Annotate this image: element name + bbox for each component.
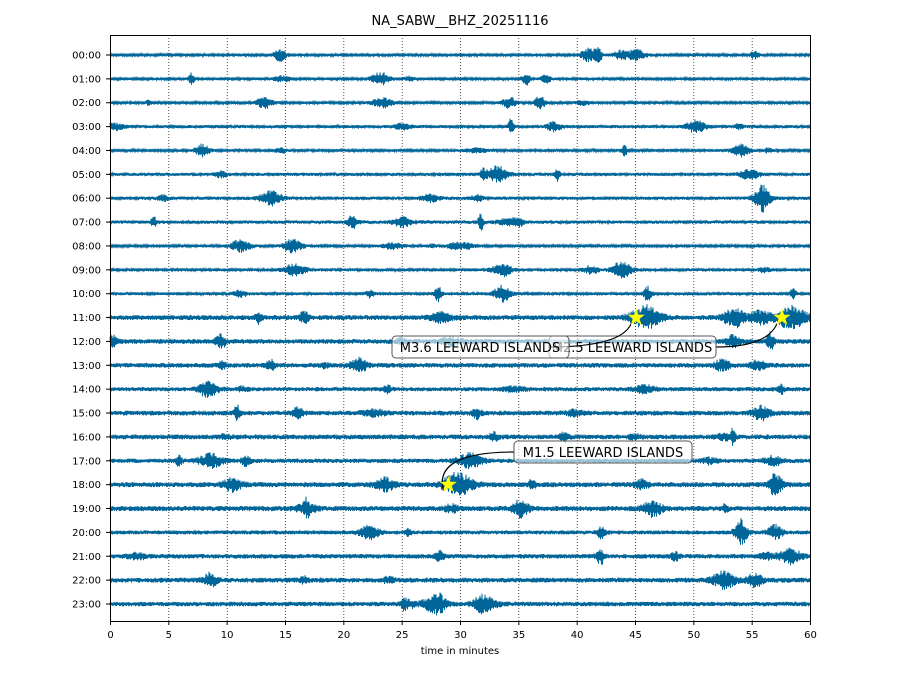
- seismic-trace: [109, 184, 811, 213]
- seismic-trace: [109, 404, 811, 422]
- seismic-trace: [109, 592, 811, 616]
- y-tick-label: 20:00: [72, 528, 101, 539]
- seismic-trace: [109, 380, 811, 398]
- seismic-trace: [109, 72, 811, 86]
- y-tick-label: 00:00: [72, 51, 101, 62]
- seismic-trace: [109, 47, 811, 63]
- event-label: M2.5 LEEWARD ISLANDS: [552, 341, 712, 356]
- event-star-marker: [439, 475, 457, 492]
- y-tick-label: 05:00: [72, 170, 101, 181]
- seismic-trace: [109, 518, 811, 545]
- seismic-trace: [109, 471, 811, 496]
- y-tick-label: 03:00: [72, 122, 101, 133]
- seismic-trace: [109, 165, 811, 183]
- y-tick-label: 14:00: [72, 385, 101, 396]
- x-tick-label: 25: [396, 630, 409, 641]
- event-star-marker: [627, 308, 645, 325]
- x-tick-label: 60: [804, 630, 817, 641]
- x-tick-label: 15: [279, 630, 292, 641]
- seismic-trace: [109, 238, 811, 254]
- y-tick-label: 17:00: [72, 456, 101, 467]
- y-tick-label: 09:00: [72, 265, 101, 276]
- y-tick-label: 12:00: [72, 337, 101, 348]
- chart-title: NA_SABW__BHZ_20251116: [371, 14, 548, 29]
- seismic-trace: [109, 118, 811, 133]
- x-tick-label: 30: [454, 630, 467, 641]
- y-tick-label: 07:00: [72, 218, 101, 229]
- x-tick-label: 35: [512, 630, 525, 641]
- y-tick-label: 23:00: [72, 600, 101, 611]
- x-tick-label: 10: [221, 630, 234, 641]
- y-tick-label: 18:00: [72, 480, 101, 491]
- seismic-trace: [109, 284, 811, 303]
- event-star-marker: [773, 308, 791, 325]
- x-tick-label: 40: [571, 630, 584, 641]
- x-tick-label: 55: [746, 630, 759, 641]
- y-tick-label: 16:00: [72, 432, 101, 443]
- seismic-trace: [109, 143, 811, 158]
- seismic-trace: [109, 570, 811, 591]
- x-tick-label: 5: [166, 630, 172, 641]
- seismic-trace: [109, 427, 811, 446]
- seismic-trace: [109, 496, 811, 519]
- y-tick-label: 21:00: [72, 552, 101, 563]
- seismic-trace: [109, 547, 811, 566]
- seismic-trace: [109, 356, 811, 372]
- annotation-box: [513, 440, 693, 464]
- seismic-trace: [109, 304, 811, 330]
- x-tick-label: 20: [337, 630, 350, 641]
- y-tick-label: 04:00: [72, 146, 101, 157]
- x-axis-label: time in minutes: [421, 646, 500, 657]
- x-tick-label: 45: [629, 630, 642, 641]
- annotation-box: [391, 335, 570, 359]
- y-tick-label: 11:00: [72, 313, 101, 324]
- seismic-trace: [109, 451, 811, 470]
- x-tick-label: 50: [687, 630, 700, 641]
- y-tick-label: 10:00: [72, 289, 101, 300]
- event-label: M3.6 LEEWARD ISLANDS: [400, 341, 560, 356]
- y-tick-label: 15:00: [72, 409, 101, 420]
- y-tick-label: 01:00: [72, 74, 101, 85]
- y-tick-label: 13:00: [72, 361, 101, 372]
- seismic-trace: [109, 96, 811, 110]
- y-tick-label: 22:00: [72, 576, 101, 587]
- y-tick-label: 19:00: [72, 504, 101, 515]
- y-tick-label: 06:00: [72, 194, 101, 205]
- y-tick-label: 08:00: [72, 241, 101, 252]
- seismic-trace: [109, 213, 811, 231]
- seismic-trace: [109, 261, 811, 279]
- x-tick-label: 0: [107, 630, 113, 641]
- event-label: M1.5 LEEWARD ISLANDS: [523, 446, 683, 461]
- y-tick-label: 02:00: [72, 98, 101, 109]
- annotation-arrow: [715, 323, 778, 348]
